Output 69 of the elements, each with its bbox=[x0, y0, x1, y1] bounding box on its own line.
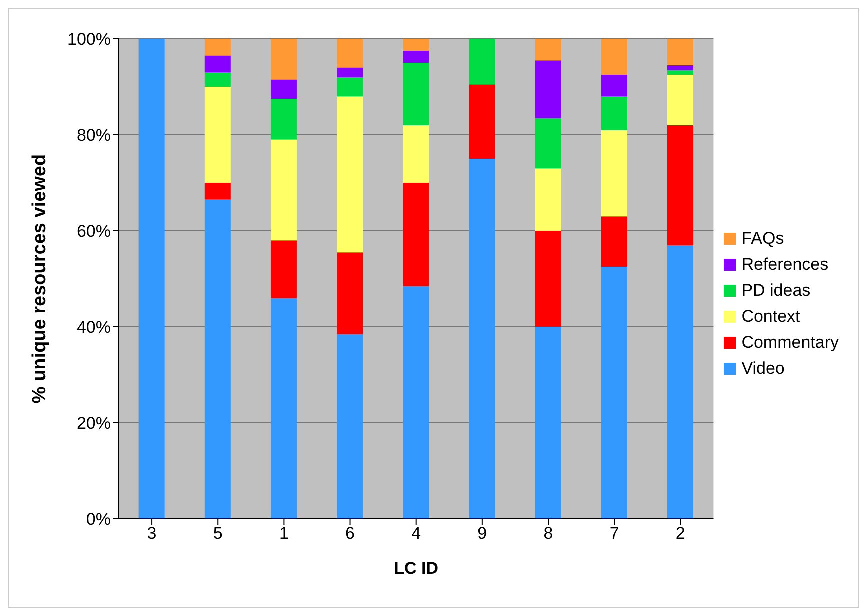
x-tick-label: 3 bbox=[147, 524, 157, 544]
bar bbox=[403, 51, 430, 63]
bar bbox=[270, 298, 297, 519]
bar bbox=[667, 39, 694, 66]
bar bbox=[667, 245, 694, 519]
bar bbox=[270, 240, 297, 298]
bar bbox=[204, 200, 231, 519]
bar bbox=[667, 125, 694, 246]
bar bbox=[204, 39, 231, 56]
x-tick-label: 6 bbox=[346, 524, 355, 544]
bar bbox=[601, 267, 628, 519]
bar bbox=[535, 118, 562, 169]
bar bbox=[337, 96, 364, 253]
x-tick-label: 9 bbox=[478, 524, 488, 544]
bar bbox=[535, 39, 562, 61]
legend-label: Video bbox=[742, 359, 785, 379]
x-tick-label: 5 bbox=[213, 524, 223, 544]
bar bbox=[535, 231, 562, 327]
bar bbox=[601, 216, 628, 267]
bar bbox=[601, 96, 628, 130]
bar bbox=[535, 168, 562, 231]
bar bbox=[667, 75, 694, 126]
x-tick-label: 2 bbox=[676, 524, 686, 544]
bar bbox=[138, 39, 165, 519]
bar bbox=[469, 159, 496, 519]
bar bbox=[337, 334, 364, 519]
bar bbox=[469, 84, 496, 159]
bar bbox=[403, 286, 430, 519]
bar bbox=[337, 77, 364, 97]
bar bbox=[204, 56, 231, 73]
bar bbox=[270, 80, 297, 99]
bar bbox=[270, 140, 297, 241]
bar bbox=[601, 39, 628, 75]
bar bbox=[270, 39, 297, 80]
legend-label: Context bbox=[742, 307, 800, 327]
bar bbox=[403, 39, 430, 51]
x-tick-label: 4 bbox=[412, 524, 422, 544]
x-axis-title: LC ID bbox=[394, 559, 439, 578]
bar bbox=[535, 60, 562, 118]
bar bbox=[337, 252, 364, 334]
bar bbox=[403, 125, 430, 183]
bar bbox=[601, 130, 628, 217]
legend-label: FAQs bbox=[742, 229, 784, 249]
bar bbox=[204, 87, 231, 183]
bar bbox=[403, 183, 430, 286]
x-tick-label: 1 bbox=[279, 524, 289, 544]
bar bbox=[667, 65, 694, 70]
legend-label: PD ideas bbox=[742, 281, 811, 301]
bar bbox=[667, 70, 694, 75]
bar bbox=[337, 68, 364, 78]
y-tick-label: 100% bbox=[68, 30, 111, 50]
legend-label: References bbox=[742, 255, 829, 275]
bar bbox=[535, 327, 562, 519]
bar bbox=[204, 72, 231, 87]
x-tick-label: 7 bbox=[610, 524, 620, 544]
y-tick-label: 40% bbox=[76, 318, 111, 338]
y-axis-title: % unique resources viewed bbox=[30, 154, 51, 404]
bar bbox=[403, 63, 430, 126]
bar bbox=[337, 39, 364, 68]
bar bbox=[469, 39, 496, 85]
y-tick-label: 80% bbox=[76, 126, 111, 146]
bar bbox=[204, 183, 231, 200]
legend-label: Commentary bbox=[742, 333, 839, 353]
x-tick-label: 8 bbox=[544, 524, 554, 544]
y-tick-label: 0% bbox=[86, 510, 111, 530]
y-tick-label: 60% bbox=[76, 222, 111, 242]
bar bbox=[270, 99, 297, 140]
bar bbox=[601, 75, 628, 97]
y-tick-label: 20% bbox=[76, 414, 111, 434]
